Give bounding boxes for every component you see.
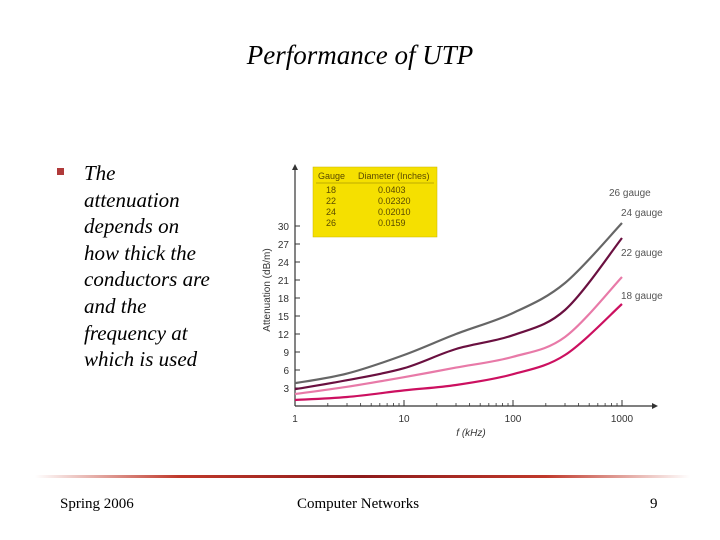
footer-date: Spring 2006 <box>60 496 134 512</box>
slide-title: Performance of UTP <box>246 40 474 70</box>
series-line-s18 <box>294 303 623 402</box>
y-tick-label: 21 <box>278 276 290 287</box>
gauge-table-cell: 0.0159 <box>378 218 406 228</box>
y-axis-title: Attenuation (dB/m) <box>262 248 273 331</box>
series-label-s18: 18 gauge <box>621 291 663 302</box>
gauge-table-cell: 18 <box>326 185 336 195</box>
gauge-table-cell: 24 <box>326 207 336 217</box>
y-tick-label: 27 <box>278 240 290 251</box>
footer-divider <box>35 475 690 478</box>
series-line-s24 <box>294 237 623 391</box>
bullet-text: The attenuation depends on how thick the… <box>84 161 210 372</box>
y-tick-label: 3 <box>283 384 289 395</box>
y-tick-label: 6 <box>283 366 289 377</box>
x-tick-label: 1 <box>292 414 298 425</box>
gauge-table-cell: 26 <box>326 218 336 228</box>
bullet-marker <box>57 168 64 175</box>
gauge-table-header: Gauge <box>318 171 345 181</box>
gauge-table-cell: 0.02320 <box>378 196 411 206</box>
footer-course: Computer Networks <box>297 496 420 512</box>
series-line-s26 <box>294 222 623 385</box>
gauge-table-box <box>312 166 438 238</box>
series-line-s22 <box>294 276 623 396</box>
y-axis-arrow <box>292 164 298 170</box>
series-label-s22: 22 gauge <box>621 248 663 259</box>
x-axis-arrow <box>652 403 658 409</box>
y-tick-label: 9 <box>283 348 289 359</box>
y-tick-label: 12 <box>278 330 290 341</box>
y-tick-label: 24 <box>278 258 290 269</box>
x-tick-label: 100 <box>505 414 522 425</box>
gauge-table-cell: 0.02010 <box>378 207 411 217</box>
page-number: 9 <box>650 496 658 512</box>
y-tick-label: 15 <box>278 312 290 323</box>
x-tick-label: 1000 <box>611 414 634 425</box>
x-tick-label: 10 <box>398 414 410 425</box>
y-tick-label: 30 <box>278 222 290 233</box>
series-label-s24: 24 gauge <box>621 208 663 219</box>
x-axis-title: f (kHz) <box>456 428 485 439</box>
series-label-s26: 26 gauge <box>609 188 651 199</box>
gauge-table-cell: 0.0403 <box>378 185 406 195</box>
y-tick-label: 18 <box>278 294 290 305</box>
gauge-table-header: Diameter (Inches) <box>358 171 430 181</box>
gauge-table-cell: 22 <box>326 196 336 206</box>
